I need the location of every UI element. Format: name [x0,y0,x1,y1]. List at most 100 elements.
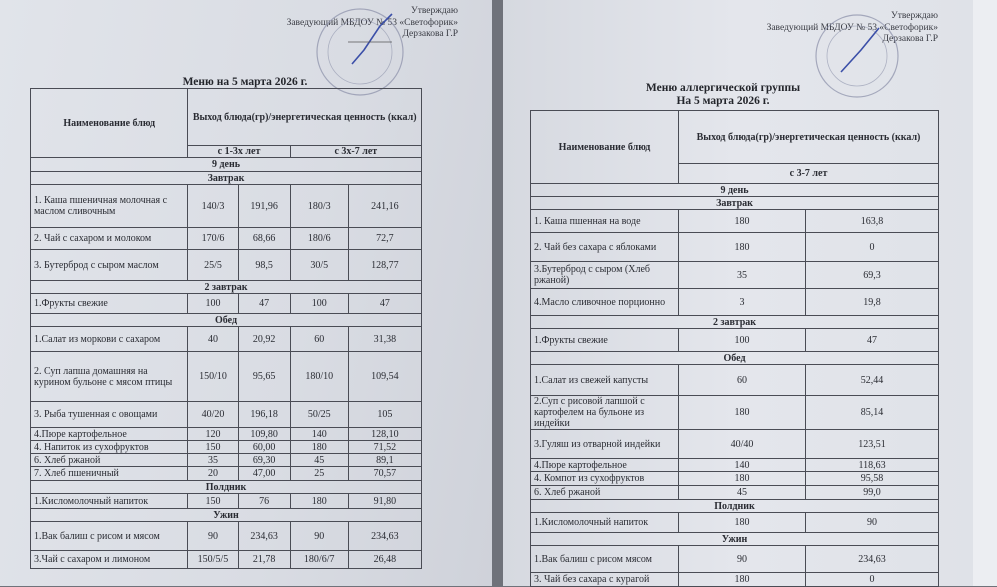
meal-section-row: 2 завтрак [529,315,940,329]
age-group-header: с 3х-7 лет [289,145,423,158]
portion-grams: 40 [187,326,239,352]
energy-kcal: 90 [804,512,940,533]
meal-section-row: Полдник [30,480,422,494]
table-row: 2. Чай без сахара с яблоками 180 0 [530,232,940,262]
portion-grams: 180 [678,572,806,587]
meal-section-row: Завтрак [529,196,940,210]
portion-grams: 90 [289,521,349,551]
energy-kcal: 47 [804,328,940,352]
dish-name: 3. Чай без сахара с курагой [530,572,679,587]
dish-name: 7. Хлеб пшеничный [29,466,189,481]
meal-section-title: Ужин [529,532,940,546]
menu-title: Меню на 5 марта 2026 г. [182,76,308,88]
energy-kcal: 69,30 [237,453,291,467]
allergy-menu-document: Утверждаю Заведующий МБДОУ № 53 «Светофо… [503,0,973,587]
portion-grams: 180/6/7 [289,550,349,569]
dish-name: 2. Чай с сахаром и молоком [29,227,189,250]
portion-grams: 35 [678,261,806,289]
meal-section-title: Полдник [30,480,422,494]
table-row: 4.Пюре картофельное 120 109,80 140 128,10 [29,427,423,441]
portion-grams: 100 [678,328,806,352]
table-row: 3. Чай без сахара с курагой 180 0 [530,572,940,587]
energy-kcal: 91,80 [347,493,423,509]
energy-kcal: 60,00 [237,440,291,454]
dish-name: 3. Бутерброд с сыром маслом [29,249,189,281]
header-dish-name: Наименование блюд [530,110,679,184]
energy-kcal: 31,38 [347,326,423,352]
energy-kcal: 26,48 [347,550,423,569]
table-row: 6. Хлеб ржаной 35 69,30 45 89,1 [29,453,423,467]
table-row: 1.Кисломолочный напиток 180 90 [530,512,940,533]
official-stamp-icon [815,14,899,98]
portion-grams: 50/25 [289,401,349,428]
dish-name: 1. Каша пшенная на воде [530,209,679,233]
energy-kcal: 89,1 [347,453,423,467]
energy-kcal: 47 [237,293,291,314]
meal-section-title: Ужин [30,508,422,522]
meal-section-row: Ужин [30,508,422,522]
energy-kcal: 128,10 [347,427,423,441]
table-row: 4. Напиток из сухофруктов 150 60,00 180 71,5… [29,440,423,454]
dish-name: 4.Пюре картофельное [29,427,189,441]
menu-title: Меню аллергической группы [645,82,801,94]
meal-section-row: Обед [30,313,422,327]
portion-grams: 25 [289,466,349,481]
portion-grams: 180 [678,395,806,430]
energy-kcal: 0 [804,232,940,262]
portion-grams: 180 [678,232,806,262]
meal-section-title: Завтрак [30,171,422,185]
portion-grams: 20 [187,466,239,481]
energy-kcal: 95,65 [237,351,291,402]
portion-grams: 180 [289,493,349,509]
day-row: 9 день [529,183,940,197]
energy-kcal: 95,58 [804,471,940,486]
portion-grams: 100 [187,293,239,314]
energy-kcal: 234,63 [347,521,423,551]
portion-grams: 170/6 [187,227,239,250]
approval-label: Утверждаю [891,11,938,21]
dish-name: 1.Кисломолочный напиток [29,493,189,509]
portion-grams: 90 [678,545,806,573]
dish-name: 4.Масло сливочное порционно [530,288,679,316]
table-row: 3. Рыба тушенная с овощами 40/20 196,18 50/… [29,401,423,428]
dish-name: 2. Чай без сахара с яблоками [530,232,679,262]
dish-name: 3.Чай с сахаром и лимоном [29,550,189,569]
meal-section-title: Обед [529,351,940,365]
dish-name: 1. Каша пшеничная молочная с маслом слив… [29,184,189,228]
portion-grams: 60 [678,364,806,396]
portion-grams: 150 [187,440,239,454]
left-menu-document: Утверждаю Заведующий МБДОУ № 53 «Светофо… [0,0,492,586]
energy-kcal: 85,14 [804,395,940,430]
dish-name: 3.Бутерброд с сыром (Хлеб ржаной) [530,261,679,289]
meal-section-row: Завтрак [30,171,422,185]
dish-name: 1.Фрукты свежие [530,328,679,352]
dish-name: 4.Пюре картофельное [530,458,679,472]
header-output: Выход блюда(гр)/энергетическая ценность … [187,88,422,146]
portion-grams: 100 [289,293,349,314]
portion-grams: 120 [187,427,239,441]
background [973,0,997,586]
dish-name: 6. Хлеб ржаной [29,453,189,467]
approval-block: Утверждаю Заведующий МБДОУ № 53 «Светофо… [723,11,938,46]
age-group-header: с 3-7 лет [677,163,940,184]
portion-grams: 180 [678,209,806,233]
portion-grams: 3 [678,288,806,316]
energy-kcal: 105 [347,401,423,428]
portion-grams: 40/20 [187,401,239,428]
portion-grams: 180 [678,512,806,533]
age-group-row: с 1-3х лет с 3х-7 лет [31,145,423,158]
table-row: 3.Чай с сахаром и лимоном 150/5/5 21,78 180… [29,550,423,569]
portion-grams: 60 [289,326,349,352]
table-row: 4.Масло сливочное порционно 3 19,8 [530,288,940,316]
energy-kcal: 241,16 [347,184,423,228]
portion-grams: 180 [289,440,349,454]
energy-kcal: 109,54 [347,351,423,402]
day-row: 9 день [30,157,422,172]
approval-signatory: Дерзакова Г.Р [882,34,938,44]
menu-table: Наименование блюд Выход блюда(гр)/энергет… [29,88,423,569]
portion-grams: 180/10 [289,351,349,402]
dish-name: 1.Кисломолочный напиток [530,512,679,533]
portion-grams: 140 [678,458,806,472]
dish-name: 1.Салат из свежей капусты [530,364,679,396]
dish-name: 3.Гуляш из отварной индейки [530,429,679,459]
